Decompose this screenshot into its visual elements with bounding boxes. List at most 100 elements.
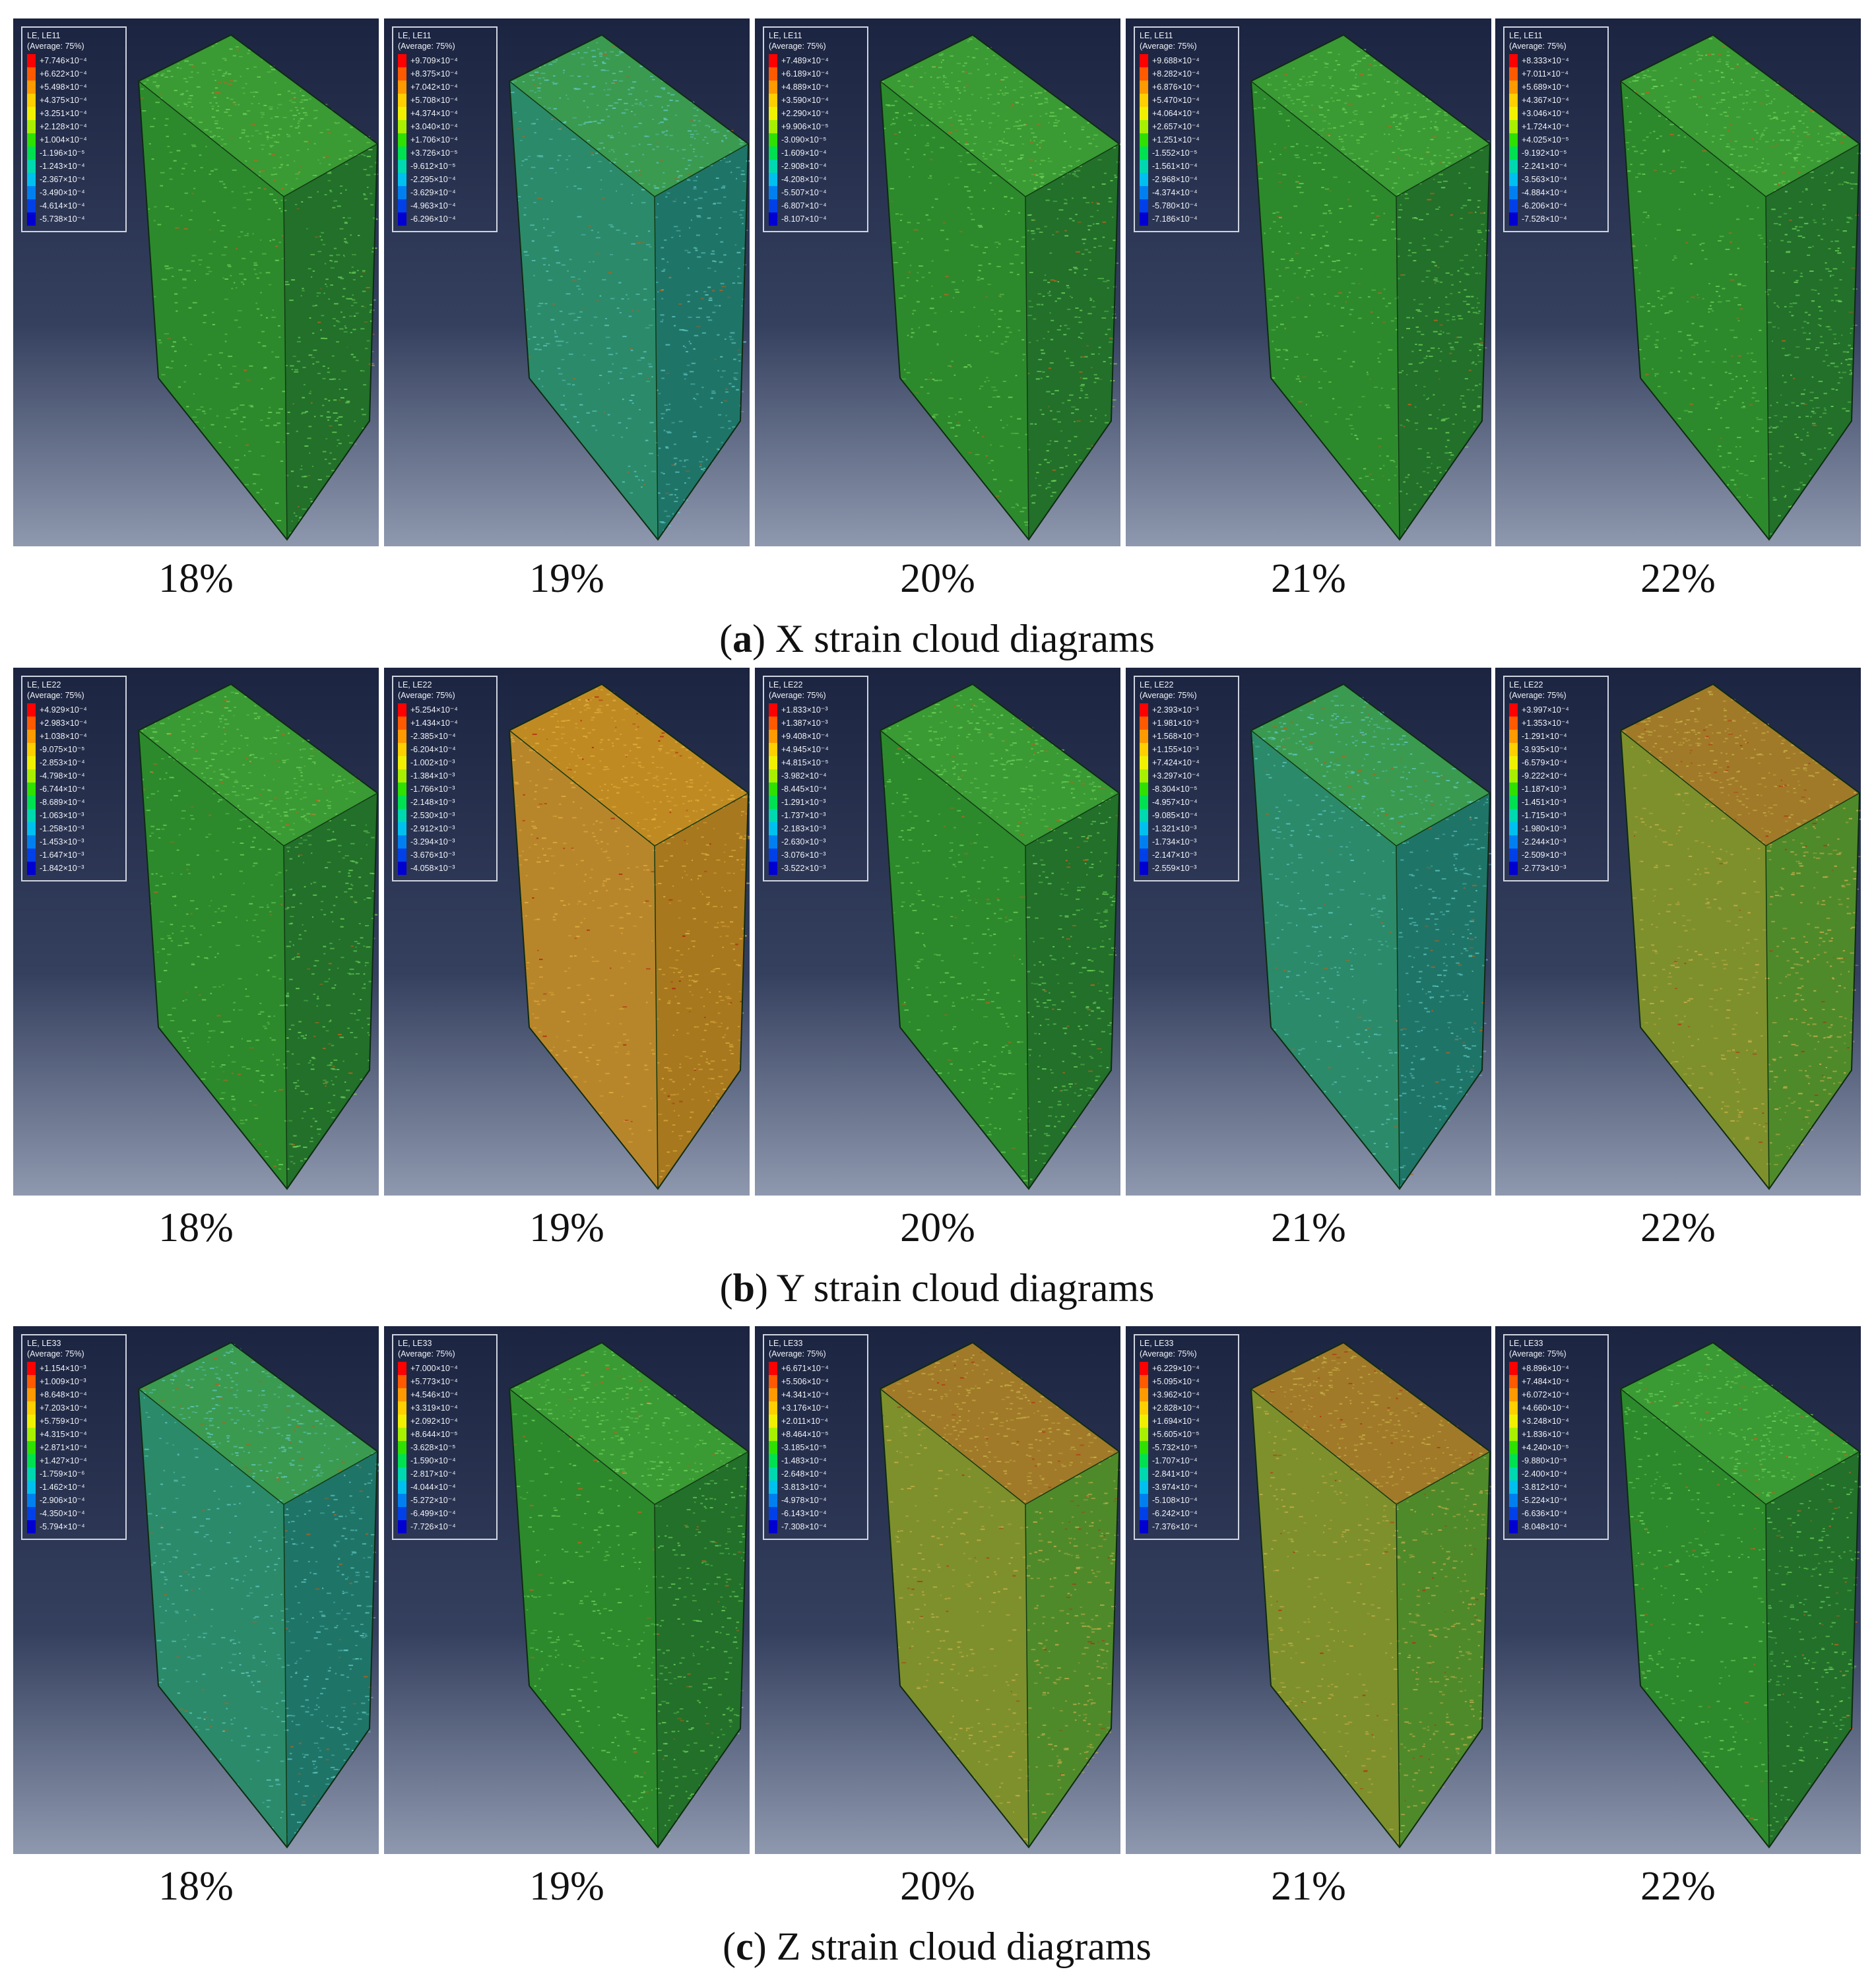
legend-swatch: [27, 94, 36, 107]
legend-swatch: [398, 1362, 406, 1375]
legend-entry: -2.912×10⁻³: [398, 822, 492, 835]
legend-value: +2.128×10⁻⁴: [40, 121, 87, 131]
legend-swatch: [398, 146, 406, 160]
legend-swatch: [1140, 1362, 1148, 1375]
legend-entry: +1.154×10⁻³: [27, 1362, 121, 1375]
legend-value: +4.240×10⁻⁵: [1522, 1442, 1569, 1452]
legend-swatch: [1140, 146, 1148, 160]
mesh-texture: [1624, 1348, 1861, 1837]
legend-entry: -9.075×10⁻⁵: [27, 743, 121, 756]
legend-swatch: [1140, 1388, 1148, 1401]
legend-entry: +5.254×10⁻⁴: [398, 703, 492, 717]
legend-value: +1.154×10⁻³: [40, 1363, 86, 1373]
legend-value: -6.636×10⁻⁴: [1522, 1508, 1567, 1518]
block-front-face: [139, 1389, 287, 1847]
legend-value: +1.724×10⁻⁴: [1522, 121, 1569, 131]
panel: LE, LE22 (Average: 75%) +2.393×10⁻³ +1.981×…: [1126, 668, 1491, 1196]
legend-swatch: [1140, 769, 1148, 783]
legend-averaging: (Average: 75%): [769, 690, 826, 700]
legend-swatch: [1509, 1467, 1518, 1481]
contour-legend: LE, LE33 (Average: 75%) +6.229×10⁻⁴ +5.095×…: [1134, 1334, 1239, 1540]
legend-averaging: (Average: 75%): [398, 690, 455, 700]
legend-swatch: [769, 1401, 777, 1415]
panel: LE, LE33 (Average: 75%) +6.671×10⁻⁴ +5.506×…: [755, 1326, 1120, 1854]
caption-text: ) X strain cloud diagrams: [752, 617, 1155, 660]
legend-entry: -8.304×10⁻⁵: [1140, 783, 1233, 796]
legend-swatch: [27, 835, 36, 848]
legend-entry: +3.962×10⁻⁴: [1140, 1388, 1233, 1401]
legend-value: +3.726×10⁻⁵: [410, 148, 458, 158]
legend-value: +7.000×10⁻⁴: [410, 1363, 458, 1373]
legend-swatch: [1140, 1494, 1148, 1507]
legend-entry: +3.248×10⁻⁴: [1509, 1415, 1603, 1428]
legend-swatch: [769, 848, 777, 862]
legend-value: +4.025×10⁻⁵: [1522, 135, 1569, 144]
caption-letter: b: [732, 1266, 755, 1310]
mesh-texture: [1256, 1349, 1491, 1844]
legend-entry: -1.842×10⁻³: [27, 862, 121, 875]
legend-swatch: [1140, 1415, 1148, 1428]
legend-swatch: [398, 743, 406, 756]
legend-averaging: (Average: 75%): [27, 41, 84, 51]
mesh-texture: [882, 38, 1120, 526]
panel: LE, LE11 (Average: 75%) +7.746×10⁻⁴ +6.622×…: [13, 18, 379, 546]
block-top-face: [1251, 684, 1490, 846]
panel: LE, LE11 (Average: 75%) +7.489×10⁻⁴ +6.189×…: [755, 18, 1120, 546]
block-edge: [1765, 845, 1770, 1190]
legend-entry: -8.689×10⁻⁴: [27, 796, 121, 809]
legend-swatch: [27, 796, 36, 809]
legend-entry: +8.644×10⁻⁵: [398, 1428, 492, 1441]
block-edge: [283, 1504, 288, 1848]
legend-value: -1.384×10⁻³: [410, 771, 455, 781]
legend-entry: +9.906×10⁻⁵: [769, 120, 862, 133]
legend-entry: +1.706×10⁻⁴: [398, 133, 492, 146]
block-front-face: [509, 730, 658, 1189]
legend-entry: +4.315×10⁻⁴: [27, 1428, 121, 1441]
legend-swatch: [398, 783, 406, 796]
legend-swatch: [769, 796, 777, 809]
legend-value: +1.981×10⁻³: [1152, 718, 1199, 728]
legend-entry: -2.648×10⁻⁴: [769, 1467, 862, 1481]
legend-swatch: [1509, 1362, 1518, 1375]
legend-swatch: [1509, 730, 1518, 743]
legend-swatch: [769, 146, 777, 160]
legend-value: +5.470×10⁻⁴: [1152, 95, 1200, 105]
legend-entry: -6.499×10⁻⁴: [398, 1507, 492, 1520]
legend-entry: -9.222×10⁻⁴: [1509, 769, 1603, 783]
legend-entry: +4.341×10⁻⁴: [769, 1388, 862, 1401]
legend-entry: -7.726×10⁻⁴: [398, 1520, 492, 1533]
legend-value: -1.766×10⁻³: [410, 784, 455, 794]
block-front-face: [139, 81, 287, 540]
legend-entry: +1.724×10⁻⁴: [1509, 120, 1603, 133]
legend-entry: -3.076×10⁻³: [769, 848, 862, 862]
legend-entry: -3.982×10⁻⁴: [769, 769, 862, 783]
legend-value: +6.072×10⁻⁴: [1522, 1390, 1569, 1399]
legend-entry: -6.143×10⁻⁴: [769, 1507, 862, 1520]
legend-swatch: [27, 756, 36, 769]
legend-swatch: [398, 717, 406, 730]
legend-value: -1.243×10⁻⁴: [40, 161, 85, 171]
block-edge: [654, 1504, 659, 1848]
legend-swatch: [1509, 703, 1518, 717]
legend-swatch: [27, 848, 36, 862]
legend-entry: +7.042×10⁻⁴: [398, 80, 492, 94]
legend-entry: -4.058×10⁻³: [398, 862, 492, 875]
legend-entry: +9.688×10⁻⁴: [1140, 54, 1233, 67]
legend-value: +7.484×10⁻⁴: [1522, 1376, 1569, 1386]
legend-value: +5.689×10⁻⁴: [1522, 82, 1569, 92]
legend-value: +1.004×10⁻⁴: [40, 135, 87, 144]
legend-swatch: [769, 1375, 777, 1388]
legend-swatch: [27, 133, 36, 146]
block-edge: [1396, 196, 1400, 540]
legend-entry: +7.011×10⁻⁴: [1509, 67, 1603, 80]
legend-entry: -2.773×10⁻³: [1509, 862, 1603, 875]
legend-value: +9.688×10⁻⁴: [1152, 55, 1200, 65]
legend-averaging: (Average: 75%): [1140, 690, 1197, 700]
legend-value: -2.559×10⁻³: [1152, 863, 1197, 873]
legend-entry: +4.889×10⁻⁴: [769, 80, 862, 94]
panel-label: 18%: [158, 1864, 234, 1909]
legend-swatch: [398, 835, 406, 848]
legend-swatch: [1509, 199, 1518, 212]
legend-entry: -4.798×10⁻⁴: [27, 769, 121, 783]
legend-swatch: [769, 173, 777, 186]
